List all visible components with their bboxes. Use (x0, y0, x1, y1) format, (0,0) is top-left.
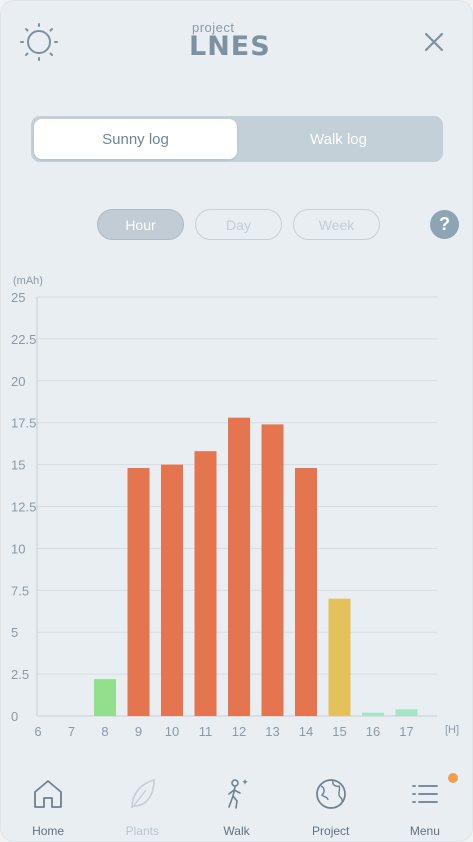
y-tick-label: 20 (11, 374, 25, 389)
x-tick-label: 10 (165, 724, 179, 739)
bar (395, 709, 418, 716)
bar (228, 417, 250, 716)
energy-bar-chart: (mAh) 0 2.5 5 7.5 10 12.5 15 17.5 20 22.5 25 6 7 8 9 10 1… (1, 263, 472, 743)
header: project LNES (1, 1, 472, 91)
notification-badge (448, 773, 459, 783)
help-icon[interactable]: ? (430, 210, 459, 239)
bar (328, 598, 351, 716)
close-icon[interactable] (423, 31, 445, 53)
y-tick-label: 7.5 (11, 583, 29, 598)
globe-icon (315, 779, 346, 809)
y-tick-label: 5 (11, 625, 18, 640)
chart-canvas: (mAh) 0 2.5 5 7.5 10 12.5 15 17.5 20 22.5 25 6 7 8 9 10 1… (11, 275, 459, 739)
y-tick-label: 15 (11, 458, 25, 473)
y-unit-label: (mAh) (13, 275, 43, 287)
x-tick-label: 7 (68, 724, 75, 739)
y-tick-label: 2.5 (11, 667, 29, 682)
y-tick-label: 12.5 (11, 500, 36, 515)
tab-home-label: Home (32, 824, 65, 838)
home-icon (34, 780, 62, 808)
period-selector: Hour Day Week (97, 209, 380, 240)
leaf-icon (131, 778, 156, 809)
menu-icon (412, 785, 438, 803)
bar (362, 712, 384, 716)
y-tick-label: 22.5 (11, 332, 36, 347)
logo-big-text: LNES (189, 31, 271, 62)
sun-icon[interactable] (19, 22, 59, 62)
bar (161, 464, 183, 716)
x-tick-label: 14 (299, 724, 313, 739)
x-tick-label: 11 (199, 724, 213, 739)
bar (127, 467, 150, 716)
tab-menu-label: Menu (409, 824, 440, 838)
project-lnes-logo: project LNES (189, 21, 285, 63)
tab-project-label: Project (312, 824, 350, 838)
period-day-button[interactable]: Day (195, 209, 282, 240)
y-tick-label: 0 (11, 709, 18, 724)
x-tick-label: 9 (135, 724, 142, 739)
x-tick-label: 15 (332, 724, 346, 739)
tab-project[interactable]: Project (284, 761, 378, 841)
tab-walk[interactable]: Walk (189, 761, 283, 841)
x-unit-label: [H] (445, 724, 459, 736)
period-hour-button[interactable]: Hour (97, 209, 184, 240)
bottom-tab-bar: Home Plants Walk Project (1, 761, 472, 841)
bar (194, 451, 217, 716)
tab-walk-label: Walk (223, 824, 250, 838)
logo-small-text: project (192, 20, 235, 35)
x-tick-label: 16 (366, 724, 380, 739)
x-tick-label: 6 (34, 724, 41, 739)
bar (295, 467, 317, 716)
bar (261, 424, 284, 716)
x-tick-label: 13 (265, 724, 279, 739)
sunny-log-tab[interactable]: Sunny log (34, 119, 237, 159)
tab-plants[interactable]: Plants (95, 761, 189, 841)
x-tick-label: 17 (399, 724, 413, 739)
y-tick-label: 10 (11, 541, 25, 556)
period-week-button[interactable]: Week (293, 209, 380, 240)
log-type-toggle: Sunny log Walk log (31, 116, 443, 162)
bar (94, 679, 116, 716)
y-tick-label: 25 (11, 290, 25, 305)
tab-home[interactable]: Home (1, 761, 95, 841)
walk-icon (227, 779, 248, 809)
x-tick-label: 8 (101, 724, 108, 739)
tab-menu[interactable]: Menu (378, 761, 472, 841)
tab-plants-label: Plants (125, 824, 159, 838)
y-tick-label: 17.5 (11, 416, 36, 431)
x-tick-label: 12 (232, 724, 246, 739)
walk-log-tab[interactable]: Walk log (310, 130, 367, 148)
